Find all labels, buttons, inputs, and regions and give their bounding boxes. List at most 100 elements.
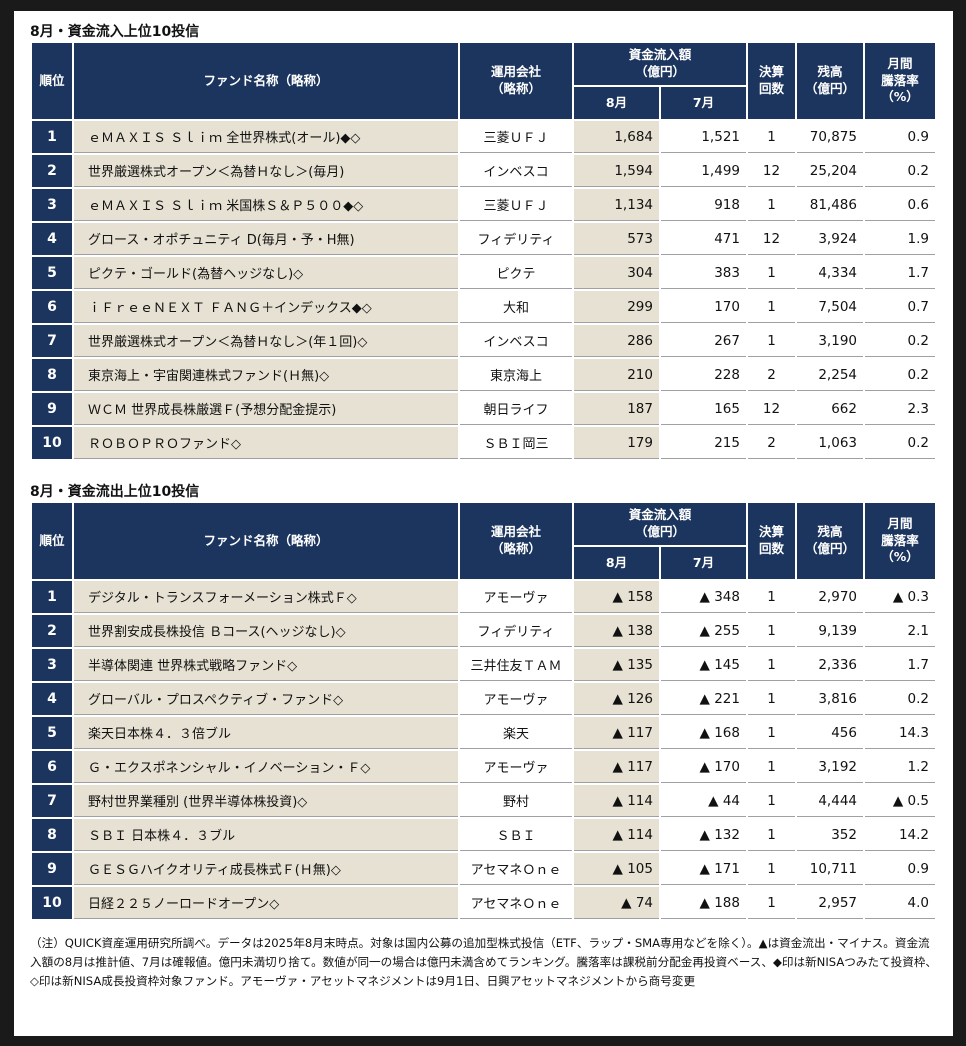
table-row: 10 ＲＯＢＯＰＲＯファンド◇ ＳＢＩ岡三 179 215 2 1,063 0.2	[32, 427, 935, 459]
monthly-change-cell: 1.2	[865, 751, 935, 783]
monthly-change-cell: ▲ 0.3	[865, 581, 935, 613]
header-august: 8月	[574, 87, 659, 119]
monthly-change-cell: 14.2	[865, 819, 935, 851]
settlement-count-cell: 1	[748, 649, 795, 681]
august-flow-cell: ▲ 117	[574, 717, 659, 749]
monthly-change-cell: 0.6	[865, 189, 935, 221]
company-cell: 野村	[460, 785, 572, 817]
header-company: 運用会社 （略称）	[460, 503, 572, 579]
company-cell: インベスコ	[460, 325, 572, 357]
balance-cell: 3,190	[797, 325, 863, 357]
settlement-count-cell: 1	[748, 615, 795, 647]
monthly-change-cell: 4.0	[865, 887, 935, 919]
rank-cell: 6	[32, 751, 72, 783]
company-cell: ＳＢＩ岡三	[460, 427, 572, 459]
header-monthly-change: 月間 騰落率 （%）	[865, 43, 935, 119]
july-flow-cell: ▲ 348	[661, 581, 746, 613]
august-flow-cell: 187	[574, 393, 659, 425]
settlement-count-cell: 1	[748, 189, 795, 221]
balance-cell: 3,924	[797, 223, 863, 255]
monthly-change-cell: ▲ 0.5	[865, 785, 935, 817]
july-flow-cell: ▲ 170	[661, 751, 746, 783]
rank-cell: 1	[32, 581, 72, 613]
rank-cell: 3	[32, 649, 72, 681]
settlement-count-cell: 1	[748, 581, 795, 613]
august-flow-cell: ▲ 135	[574, 649, 659, 681]
fund-name-cell: 楽天日本株４．３倍ブル	[74, 717, 458, 749]
table-row: 6 Ｇ・エクスポネンシャル・イノベーション・Ｆ◇ アモーヴァ ▲ 117 ▲ 170 1 3…	[32, 751, 935, 783]
august-flow-cell: ▲ 105	[574, 853, 659, 885]
settlement-count-cell: 1	[748, 819, 795, 851]
balance-cell: 2,957	[797, 887, 863, 919]
july-flow-cell: 170	[661, 291, 746, 323]
balance-cell: 4,444	[797, 785, 863, 817]
rank-cell: 7	[32, 785, 72, 817]
balance-cell: 2,336	[797, 649, 863, 681]
table-row: 1 ｅＭＡＸＩＳ Ｓｌｉｍ 全世界株式(オール)◆◇ 三菱ＵＦＪ 1,684 1,521…	[32, 121, 935, 153]
balance-cell: 1,063	[797, 427, 863, 459]
table-row: 4 グロース・オポチュニティ D(毎月・予・H無) フィデリティ 573 471 12 3,…	[32, 223, 935, 255]
outflow-section-title: 8月・資金流出上位10投信	[30, 484, 200, 500]
table-row: 2 世界割安成長株投信 Ｂコース(ヘッジなし)◇ フィデリティ ▲ 138 ▲ 255 1…	[32, 615, 935, 647]
fund-name-cell: ｅＭＡＸＩＳ Ｓｌｉｍ 全世界株式(オール)◆◇	[74, 121, 458, 153]
balance-cell: 4,334	[797, 257, 863, 289]
company-cell: アモーヴァ	[460, 683, 572, 715]
monthly-change-cell: 0.2	[865, 683, 935, 715]
fund-name-cell: Ｇ・エクスポネンシャル・イノベーション・Ｆ◇	[74, 751, 458, 783]
monthly-change-cell: 0.2	[865, 155, 935, 187]
table-row: 5 楽天日本株４．３倍ブル 楽天 ▲ 117 ▲ 168 1 456 14.3	[32, 717, 935, 749]
monthly-change-cell: 0.2	[865, 359, 935, 391]
monthly-change-cell: 1.7	[865, 649, 935, 681]
july-flow-cell: 215	[661, 427, 746, 459]
settlement-count-cell: 1	[748, 291, 795, 323]
august-flow-cell: ▲ 74	[574, 887, 659, 919]
header-balance: 残高 （億円）	[797, 43, 863, 119]
header-rank: 順位	[32, 503, 72, 579]
july-flow-cell: 228	[661, 359, 746, 391]
rank-cell: 2	[32, 155, 72, 187]
monthly-change-cell: 0.7	[865, 291, 935, 323]
settlement-count-cell: 12	[748, 155, 795, 187]
august-flow-cell: 573	[574, 223, 659, 255]
company-cell: 東京海上	[460, 359, 572, 391]
header-settlement-count: 決算 回数	[748, 43, 795, 119]
monthly-change-cell: 1.7	[865, 257, 935, 289]
august-flow-cell: 299	[574, 291, 659, 323]
table-row: 5 ピクテ・ゴールド(為替ヘッジなし)◇ ピクテ 304 383 1 4,334 1.7	[32, 257, 935, 289]
table-row: 9 ＷＣＭ 世界成長株厳選Ｆ(予想分配金提示) 朝日ライフ 187 165 12 662 2.…	[32, 393, 935, 425]
table-row: 3 半導体関連 世界株式戦略ファンド◇ 三井住友ＴＡＭ ▲ 135 ▲ 145 1 2,33…	[32, 649, 935, 681]
july-flow-cell: ▲ 255	[661, 615, 746, 647]
rank-cell: 5	[32, 717, 72, 749]
fund-name-cell: ＳＢＩ 日本株４．３ブル	[74, 819, 458, 851]
july-flow-cell: ▲ 168	[661, 717, 746, 749]
table-row: 2 世界厳選株式オープン＜為替Ｈなし＞(毎月) インベスコ 1,594 1,499 12 2…	[32, 155, 935, 187]
header-july: 7月	[661, 87, 746, 119]
july-flow-cell: ▲ 221	[661, 683, 746, 715]
rank-cell: 6	[32, 291, 72, 323]
settlement-count-cell: 1	[748, 751, 795, 783]
august-flow-cell: 304	[574, 257, 659, 289]
header-company: 運用会社 （略称）	[460, 43, 572, 119]
july-flow-cell: ▲ 44	[661, 785, 746, 817]
footnote: （注）QUICK資産運用研究所調べ。データは2025年8月末時点。対象は国内公募…	[30, 936, 938, 988]
rank-cell: 7	[32, 325, 72, 357]
fund-name-cell: デジタル・トランスフォーメーション株式Ｆ◇	[74, 581, 458, 613]
july-flow-cell: 918	[661, 189, 746, 221]
table-row: 6 ｉＦｒｅｅＮＥＸＴ ＦＡＮＧ＋インデックス◆◇ 大和 299 170 1 7,504 0.…	[32, 291, 935, 323]
table-row: 8 ＳＢＩ 日本株４．３ブル ＳＢＩ ▲ 114 ▲ 132 1 352 14.2	[32, 819, 935, 851]
balance-cell: 3,192	[797, 751, 863, 783]
july-flow-cell: ▲ 145	[661, 649, 746, 681]
inflow-section-title: 8月・資金流入上位10投信	[30, 24, 200, 40]
header-balance: 残高 （億円）	[797, 503, 863, 579]
rank-cell: 4	[32, 223, 72, 255]
table-row: 10 日経２２５ノーロードオープン◇ アセマネＯｎｅ ▲ 74 ▲ 188 1 2,957 4…	[32, 887, 935, 919]
july-flow-cell: 1,499	[661, 155, 746, 187]
august-flow-cell: ▲ 126	[574, 683, 659, 715]
header-fund-name: ファンド名称（略称）	[74, 43, 458, 119]
rank-cell: 9	[32, 853, 72, 885]
august-flow-cell: 1,134	[574, 189, 659, 221]
monthly-change-cell: 0.2	[865, 325, 935, 357]
rank-cell: 9	[32, 393, 72, 425]
table-row: 7 世界厳選株式オープン＜為替Ｈなし＞(年１回)◇ インベスコ 286 267 1 3,19…	[32, 325, 935, 357]
company-cell: 三菱ＵＦＪ	[460, 121, 572, 153]
